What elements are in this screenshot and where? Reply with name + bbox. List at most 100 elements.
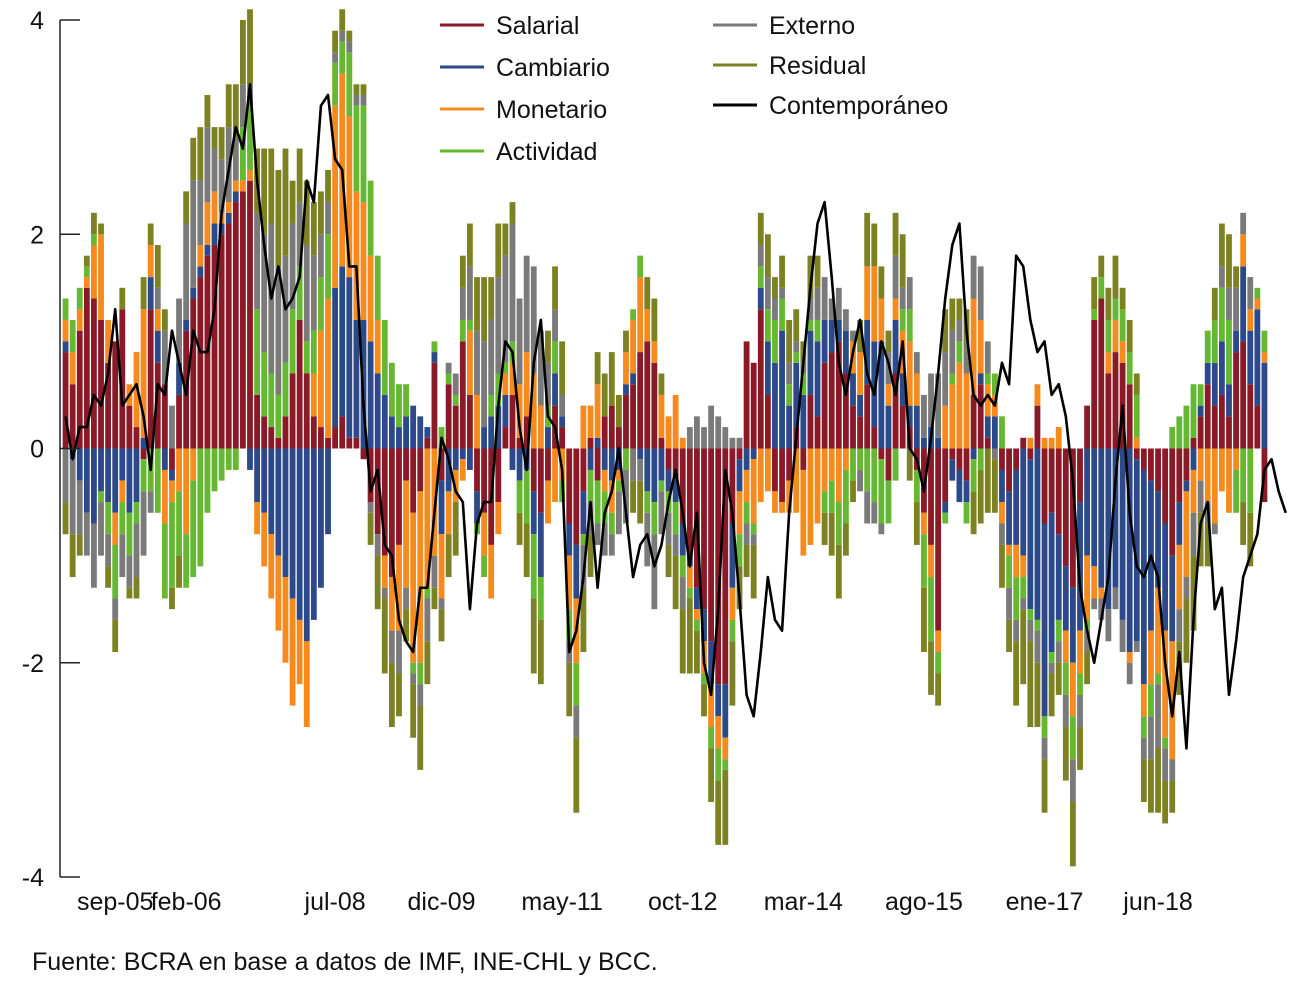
- bar-segment-externo: [1126, 662, 1133, 685]
- bar-segment-cambiario: [282, 448, 289, 578]
- bar-segment-monetario: [545, 480, 551, 524]
- bar-segment-residual: [672, 555, 679, 610]
- bar-segment-cambiario: [388, 416, 395, 449]
- bar-segment-monetario: [1169, 641, 1176, 760]
- bar-segment-actividad: [261, 352, 268, 417]
- bar-segment-residual: [1233, 266, 1239, 288]
- bar-segment-actividad: [424, 587, 431, 599]
- bar-segment-cambiario: [864, 319, 871, 385]
- bar-segment-salarial: [1190, 437, 1197, 449]
- bar-segment-externo: [772, 298, 778, 320]
- bar-segment-residual: [1041, 759, 1048, 813]
- bar-segment-salarial: [1126, 384, 1133, 449]
- bar-segment-actividad: [119, 502, 126, 535]
- bar-segment-monetario: [1190, 469, 1197, 513]
- bar-segment-actividad: [821, 491, 828, 513]
- bar-segment-residual: [999, 544, 1005, 588]
- bar-segment-residual: [417, 705, 424, 770]
- legend-label: Residual: [769, 52, 866, 80]
- bar-segment-residual: [516, 512, 523, 545]
- bar-segment-salarial: [1218, 394, 1225, 449]
- bar-segment-monetario: [928, 544, 934, 578]
- bar-segment-externo: [530, 266, 537, 374]
- bar-segment-monetario: [942, 405, 949, 449]
- bar-segment-residual: [509, 202, 516, 224]
- bar-segment-actividad: [1176, 416, 1183, 449]
- bar-segment-externo: [502, 255, 509, 363]
- bar-segment-monetario: [694, 609, 700, 620]
- bar-segment-salarial: [750, 362, 757, 449]
- bar-segment-residual: [523, 523, 530, 578]
- bar-segment-cambiario: [729, 523, 736, 588]
- bar-segment-actividad: [367, 180, 374, 256]
- bar-segment-monetario: [360, 202, 367, 320]
- bar-segment-monetario: [935, 630, 942, 653]
- bar-segment-externo: [474, 330, 480, 395]
- bar-segment-actividad: [658, 480, 665, 492]
- bar-segment-cambiario: [1218, 341, 1225, 395]
- bar-segment-cambiario: [722, 684, 729, 738]
- bar-segment-salarial: [268, 427, 275, 449]
- bar-segment-actividad: [374, 255, 381, 320]
- bar-segment-externo: [1091, 598, 1098, 610]
- bar-segment-actividad: [495, 373, 502, 406]
- bar-segment-monetario: [318, 330, 324, 428]
- bar-segment-monetario: [69, 352, 76, 385]
- bar-segment-monetario: [1211, 448, 1218, 524]
- bar-segment-actividad: [1226, 319, 1232, 385]
- bar-segment-monetario: [1155, 587, 1161, 674]
- bar-segment-residual: [1133, 373, 1140, 395]
- bar-segment-externo: [835, 287, 842, 320]
- bar-segment-actividad: [1148, 684, 1154, 717]
- bar-segment-actividad: [537, 577, 544, 620]
- bar-segment-externo: [608, 534, 615, 556]
- bar-segment-salarial: [445, 384, 452, 449]
- bar-segment-cambiario: [1211, 362, 1218, 406]
- bar-segment-actividad: [289, 309, 296, 374]
- bar-segment-monetario: [807, 448, 814, 545]
- bar-segment-cambiario: [1048, 512, 1055, 653]
- bar-segment-cambiario: [679, 523, 686, 556]
- bar-segment-actividad: [1240, 448, 1247, 503]
- bar-segment-monetario: [835, 448, 842, 503]
- bar-segment-actividad: [396, 384, 402, 428]
- bar-segment-monetario: [772, 491, 778, 513]
- bar-segment-residual: [275, 169, 282, 267]
- bar-segment-residual: [62, 502, 69, 535]
- bar-segment-actividad: [112, 544, 119, 599]
- bar-segment-externo: [999, 523, 1005, 545]
- bar-segment-cambiario: [757, 287, 764, 310]
- bar-segment-residual: [1183, 598, 1190, 663]
- bar-segment-cambiario: [438, 480, 445, 535]
- bar-segment-residual: [857, 319, 863, 353]
- bar-segment-residual: [850, 480, 856, 503]
- bar-segment-monetario: [921, 512, 927, 535]
- bar-segment-cambiario: [857, 394, 863, 417]
- bar-segment-externo: [977, 266, 984, 320]
- bar-segment-actividad: [1197, 384, 1204, 406]
- bar-segment-salarial: [701, 448, 707, 610]
- bar-segment-cambiario: [289, 448, 296, 599]
- bar-segment-externo: [793, 341, 800, 353]
- bar-segment-actividad: [325, 234, 331, 299]
- bar-segment-cambiario: [410, 405, 417, 449]
- bar-segment-monetario: [303, 641, 310, 728]
- bar-segment-monetario: [353, 191, 360, 320]
- bar-segment-salarial: [842, 373, 849, 449]
- bar-segment-monetario: [76, 309, 83, 331]
- bar-segment-monetario: [161, 469, 168, 524]
- bar-segment-salarial: [509, 394, 516, 449]
- bar-segment-externo: [552, 309, 558, 342]
- bar-segment-residual: [715, 780, 722, 845]
- bar-segment-cambiario: [1261, 362, 1268, 449]
- bar-segment-externo: [346, 41, 353, 53]
- bar-segment-salarial: [537, 448, 544, 513]
- bar-segment-actividad: [247, 105, 253, 170]
- bar-segment-cambiario: [800, 394, 807, 449]
- bar-segment-monetario: [1091, 566, 1098, 599]
- bar-segment-monetario: [98, 234, 104, 320]
- bar-segment-monetario: [1261, 352, 1268, 363]
- bar-segment-actividad: [1190, 384, 1197, 438]
- bar-segment-residual: [566, 662, 573, 717]
- bar-segment-residual: [225, 84, 232, 128]
